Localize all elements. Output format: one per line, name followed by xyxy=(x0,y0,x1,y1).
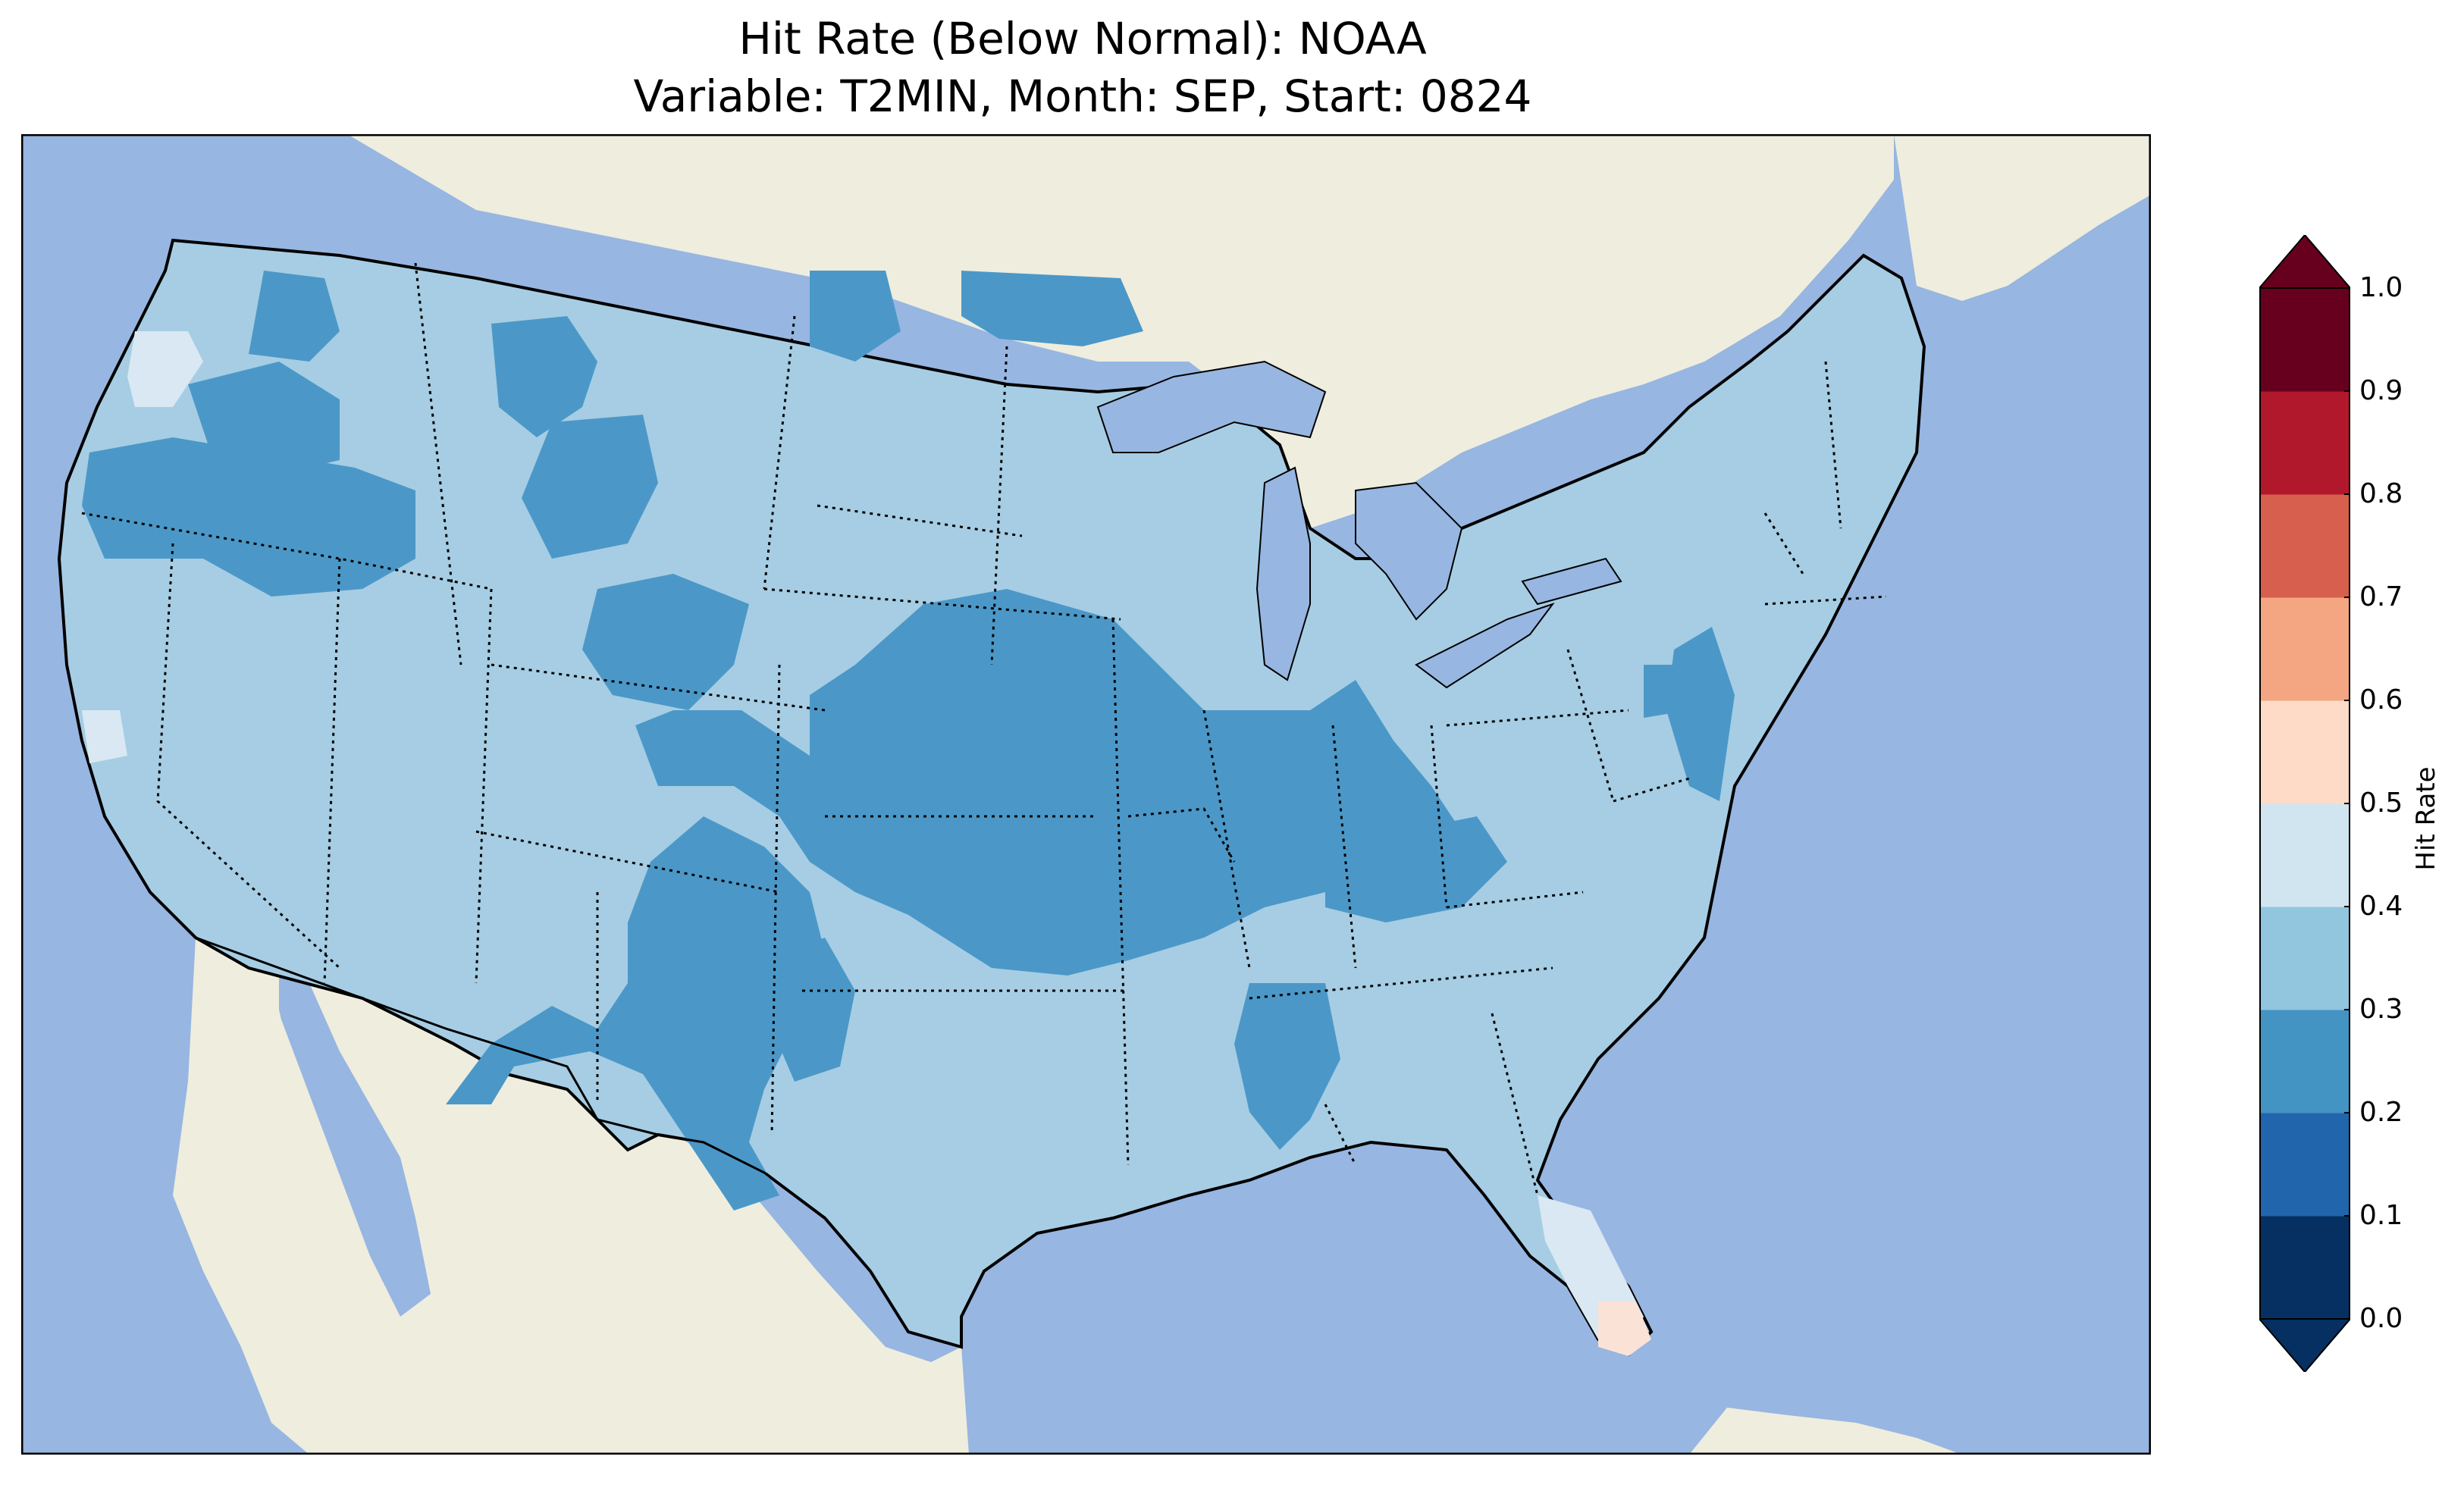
map-panel xyxy=(21,134,2151,1455)
region-idaho xyxy=(188,362,340,475)
region-colorado xyxy=(582,574,749,710)
colorbar-bin xyxy=(2259,803,2350,907)
region-oklahoma xyxy=(772,938,855,1082)
colorbar-tick-label: 0.0 xyxy=(2359,1303,2403,1334)
colorbar-bin xyxy=(2259,597,2350,701)
region-washington-interior xyxy=(249,271,340,362)
land-baja xyxy=(196,938,415,1423)
region-montana-west xyxy=(491,316,597,437)
region-wyoming xyxy=(522,415,658,559)
colorbar xyxy=(2257,233,2353,1373)
colorbar-bin xyxy=(2259,1216,2350,1320)
low-hit-rate-regions xyxy=(82,271,1735,1211)
region-california-coast xyxy=(82,710,127,763)
lake-erie xyxy=(1415,603,1555,689)
colorbar-bin xyxy=(2259,907,2350,1010)
high-hit-rate-regions xyxy=(82,331,1651,1356)
land-mexico xyxy=(173,938,969,1455)
colorbar-tick-label: 0.9 xyxy=(2359,375,2403,406)
lake-ontario xyxy=(1521,557,1622,606)
colorbar-extend-min xyxy=(2257,1318,2353,1373)
region-pacific-northwest xyxy=(82,437,415,597)
state-borders xyxy=(81,262,1887,1196)
colorbar-tick-label: 0.1 xyxy=(2359,1200,2403,1231)
lake-michigan xyxy=(1256,466,1311,681)
colorbar-bin xyxy=(2259,1010,2350,1113)
colorbar-tick-label: 0.3 xyxy=(2359,994,2403,1025)
lake-superior xyxy=(1096,360,1327,453)
region-mississippi xyxy=(1234,983,1340,1150)
land-cuba xyxy=(1689,1408,1962,1455)
colorbar-bin xyxy=(2259,391,2350,495)
map-border xyxy=(21,134,2151,1455)
colorbar-graphic xyxy=(2257,233,2353,1373)
great-lakes xyxy=(1096,360,1622,689)
colorbar-bin xyxy=(2259,1113,2350,1217)
region-coastal-washington xyxy=(127,331,203,407)
colorbar-tick-label: 0.7 xyxy=(2359,581,2403,612)
colorbar-bin xyxy=(2259,494,2350,598)
region-north-dakota xyxy=(810,271,901,362)
colorbar-bin xyxy=(2259,700,2350,804)
colorbar-tick-label: 0.8 xyxy=(2359,478,2403,509)
gulf-of-california xyxy=(279,968,431,1317)
national-borders xyxy=(195,936,962,1348)
colorbar-tick-label: 0.6 xyxy=(2359,684,2403,716)
colorbar-tick-label: 0.2 xyxy=(2359,1097,2403,1128)
region-pennsylvania-east xyxy=(1644,665,1689,718)
colorbar-tick-label: 0.4 xyxy=(2359,891,2403,922)
colorbar-tick-label: 0.5 xyxy=(2359,788,2403,819)
chart-title-line-1: Hit Rate (Below Normal): NOAA xyxy=(738,13,1427,64)
lake-huron xyxy=(1355,481,1463,621)
colorbar-tick-label: 1.0 xyxy=(2359,272,2403,303)
colorbar-extend-max xyxy=(2257,233,2353,289)
colorbar-label: Hit Rate xyxy=(2411,766,2441,871)
land-canada-east xyxy=(1894,134,2151,301)
region-new-mexico xyxy=(446,816,825,1211)
region-kentucky xyxy=(1325,816,1507,922)
region-central-plains xyxy=(635,589,1462,976)
colorbar-bin xyxy=(2259,288,2350,392)
region-south-florida xyxy=(1598,1301,1651,1356)
region-minnesota-north xyxy=(961,271,1143,346)
chart-title-line-2: Variable: T2MIN, Month: SEP, Start: 0824 xyxy=(633,70,1532,122)
